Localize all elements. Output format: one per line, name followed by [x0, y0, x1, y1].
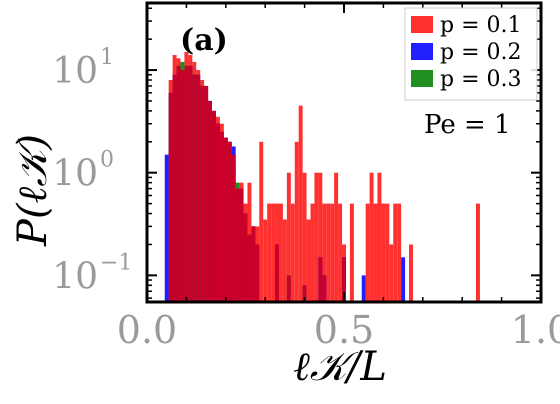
y-axis-label: P(ℓ𝒦): [10, 134, 56, 247]
x-tick-label: 1.0: [511, 308, 560, 352]
bar-p01-34: [302, 172, 307, 302]
bar-overlap-12: [215, 123, 220, 302]
bar-overlap-16: [231, 154, 236, 302]
x-axis-label: ℓ𝒦/L: [293, 344, 387, 390]
bar-overlap-13: [219, 131, 224, 302]
bar-overlap-11: [212, 110, 216, 302]
bar-p01-35: [306, 219, 311, 302]
bar-overlap-19: [243, 213, 248, 302]
bar-p01-38: [318, 172, 323, 302]
bar-p01-26: [271, 203, 276, 302]
bar-p01-33: [298, 105, 303, 302]
y-tick-label: 10: [52, 154, 98, 195]
bar-p01-24: [263, 219, 268, 302]
bar-p01-56: [475, 203, 480, 302]
bar-p01-55: [409, 244, 413, 302]
bar-overlap-9: [204, 85, 209, 302]
bar-p01-25: [267, 203, 272, 302]
bar-overlap-15: [227, 141, 232, 302]
bar-p01-29: [282, 219, 287, 302]
bar-overlap-38: [318, 257, 323, 302]
bar-overlap-34: [302, 285, 307, 302]
x-tick-label: 0.0: [117, 308, 177, 352]
bar-p01-52: [389, 244, 394, 302]
bar-p02-0: [164, 154, 169, 302]
bar-p01-50: [381, 203, 386, 302]
bar-p01-31: [290, 203, 295, 302]
bar-p01-30: [286, 172, 291, 302]
bar-p02-26: [361, 275, 366, 302]
bar-overlap-30: [286, 275, 291, 302]
legend-label-2: p = 0.2: [440, 40, 522, 65]
y-tick-exponent: 0: [100, 148, 114, 173]
bar-p01-47: [369, 172, 374, 302]
bar-overlap-4: [184, 65, 189, 302]
bar-p01-46: [365, 203, 370, 302]
bar-overlap-20: [247, 234, 252, 302]
legend: p = 0.1p = 0.2p = 0.3: [404, 7, 538, 101]
legend-label-1: p = 0.1: [440, 13, 522, 38]
bar-overlap-1: [172, 74, 177, 302]
bar-overlap-5: [188, 65, 193, 302]
bar-p01-36: [310, 203, 315, 302]
bar-p01-54: [397, 203, 402, 302]
bar-overlap-17: [235, 188, 240, 302]
bar-p02-27: [401, 257, 406, 302]
bar-p01-28: [278, 203, 283, 302]
y-tick-label: 10: [52, 256, 98, 297]
bar-overlap-8: [200, 85, 205, 302]
bar-p01-32: [294, 141, 299, 302]
bar-overlap-27: [275, 244, 279, 302]
bar-p01-41: [330, 203, 335, 302]
bar-p01-40: [326, 203, 331, 302]
panel-label: (a): [180, 23, 228, 58]
bar-overlap-21: [251, 226, 256, 302]
bar-overlap-3: [180, 70, 185, 302]
bar-p01-43: [338, 203, 343, 302]
bar-p01-23: [259, 141, 264, 302]
axis-ticks: [146, 3, 542, 302]
y-tick-label: 10: [52, 51, 98, 92]
bar-overlap-2: [176, 65, 181, 302]
bar-p01-53: [393, 203, 398, 302]
legend-swatch-3: [411, 70, 433, 87]
bar-overlap-18: [239, 188, 244, 302]
bar-overlap-0: [168, 92, 173, 302]
legend-label-3: p = 0.3: [440, 67, 522, 92]
bar-p01-37: [314, 172, 319, 302]
legend-swatch-2: [411, 43, 433, 60]
legend-swatch-1: [411, 16, 433, 33]
bar-overlap-44: [342, 257, 346, 302]
bar-overlap-14: [223, 137, 228, 302]
bar-overlap-10: [208, 100, 213, 302]
bar-p01-45: [349, 203, 354, 302]
bar-p01-49: [377, 172, 382, 302]
histogram-bars: [164, 51, 480, 302]
bar-overlap-6: [192, 74, 197, 302]
bar-p01-48: [373, 203, 378, 302]
y-tick-exponent: −1: [100, 250, 132, 275]
bar-overlap-22: [255, 244, 260, 302]
bar-overlap-7: [196, 74, 201, 302]
y-tick-exponent: 1: [100, 45, 114, 70]
bar-overlap-39: [322, 275, 327, 302]
bar-p01-39: [322, 203, 327, 302]
peclet-annotation: Pe = 1: [424, 110, 511, 140]
bar-p01-42: [334, 172, 339, 302]
x-tick-label: 0.5: [314, 308, 374, 352]
bar-p01-51: [385, 203, 390, 302]
